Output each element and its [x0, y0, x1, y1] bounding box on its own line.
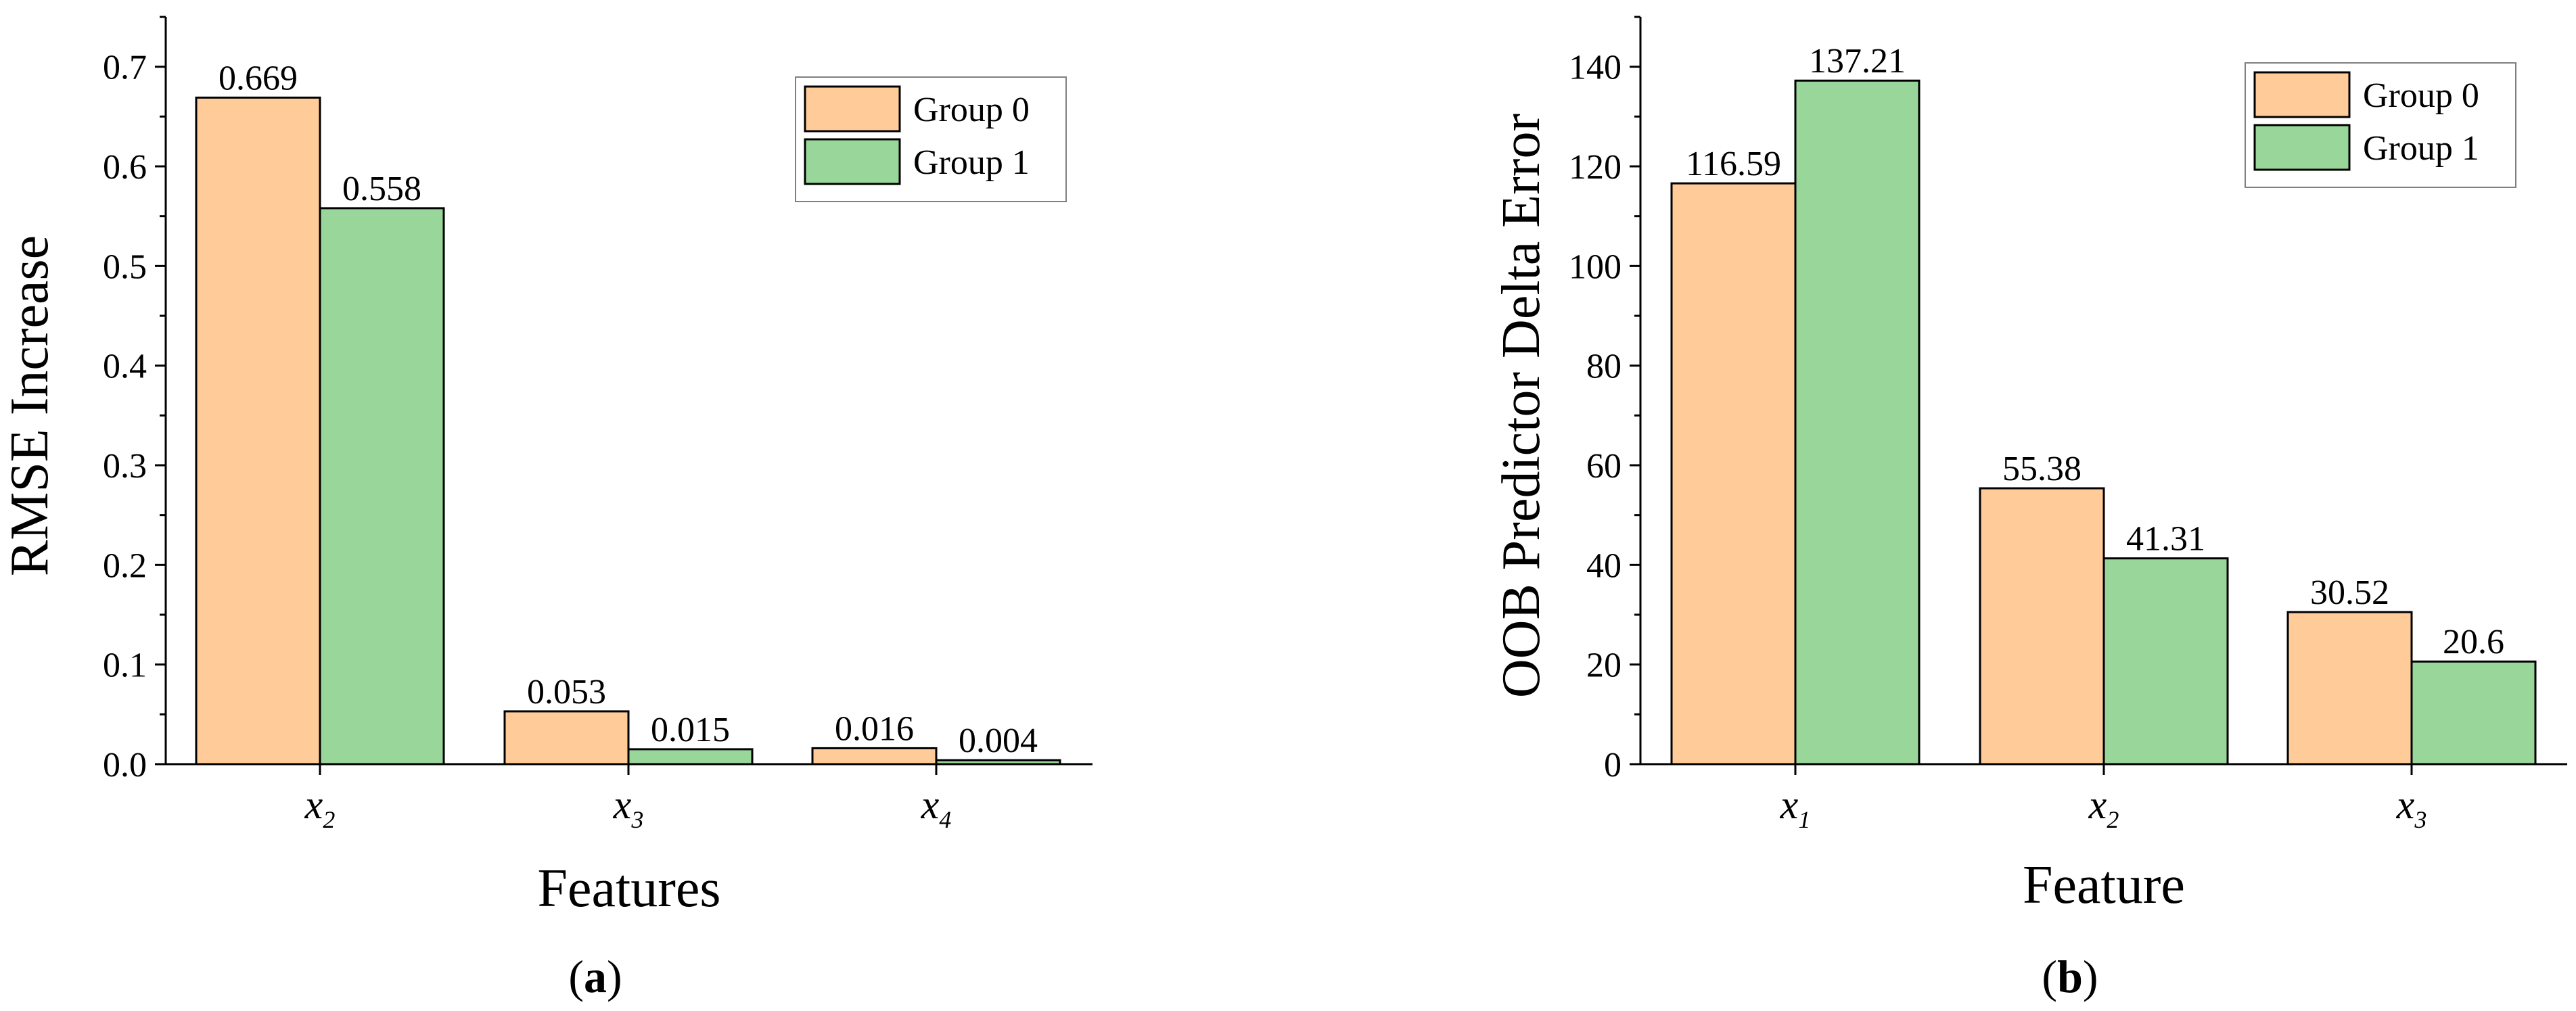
panel-b-y-tick-label: 80: [1586, 348, 1622, 386]
panel-b-y-tick-label: 100: [1569, 248, 1622, 286]
panel-b-bar-x3-group1: [2410, 660, 2537, 766]
panel-a-value-label-x3-group1: 0.015: [651, 711, 730, 749]
panel-b-x-tick-label-x2: x2: [2088, 782, 2119, 833]
panel-a-legend: Group 0 Group 1: [795, 76, 1067, 202]
panel-a-y-tick-label: 0.1: [103, 646, 147, 685]
panel-b-y-tick-label: 140: [1569, 49, 1622, 87]
panel-b-data-labels: 116.59 55.38 30.52 137.21 41.31 20.6: [1686, 42, 2504, 661]
panel-b-legend-swatch-group0: [2253, 71, 2351, 118]
panel-a-caption: (a): [568, 951, 622, 1002]
panel-b-x-categories: x1 x2 x3: [1780, 764, 2427, 833]
panel-a-bar-x3-group1: [627, 748, 754, 766]
panel-a-chart: 0.669 0.053 0.016 0.558 0.015 0.004 0.0 0.1 0.2…: [0, 16, 1092, 1002]
panel-a-value-label-x4-group0: 0.016: [835, 709, 914, 748]
panel-a-x-tick-label-x2: x2: [304, 782, 336, 833]
panel-b-y-tick-label: 60: [1586, 447, 1622, 486]
panel-a-data-labels: 0.669 0.053 0.016 0.558 0.015 0.004: [218, 59, 1038, 760]
panel-a-x-tick-label-x3: x3: [613, 782, 644, 833]
panel-a-y-ticks: 0.0 0.1 0.2 0.3 0.4 0.5 0.6 0.7: [103, 16, 166, 784]
panel-b-y-tick-label: 40: [1586, 546, 1622, 585]
panel-b-chart: 116.59 55.38 30.52 137.21 41.31 20.6 0 20 40 60 8…: [1492, 16, 2567, 1002]
panel-b-legend-label-group0: Group 0: [2363, 76, 2479, 115]
panel-b-y-tick-label: 20: [1586, 646, 1622, 685]
panel-b-value-label-x2-group1: 41.31: [2126, 520, 2205, 559]
panel-a-y-tick-label: 0.3: [103, 447, 147, 486]
panel-a-y-tick-label: 0.4: [103, 348, 147, 386]
panel-a-x-tick-label-x4: x4: [921, 782, 952, 833]
panel-a-legend-swatch-group0: [804, 85, 901, 133]
panel-a-bar-x2-group1: [319, 207, 445, 766]
panel-b-bar-x1-group0: [1670, 182, 1797, 766]
panel-b-bar-x3-group0: [2286, 611, 2413, 766]
panel-a-y-tick-label: 0.7: [103, 49, 147, 87]
panel-a-bar-x3-group0: [503, 710, 630, 766]
panel-b-legend-label-group1: Group 1: [2363, 129, 2479, 168]
panel-a-y-tick-label: 0.2: [103, 546, 147, 585]
panel-a-value-label-x2-group1: 0.558: [342, 170, 421, 208]
panel-a-y-tick-label: 0.0: [103, 746, 147, 784]
panel-b-bar-x2-group1: [2102, 557, 2229, 766]
panel-a-value-label-x3-group0: 0.053: [527, 673, 606, 711]
panel-a-legend-label-group0: Group 0: [913, 91, 1030, 129]
panel-b-legend-swatch-group1: [2253, 124, 2351, 171]
panel-b-value-label-x1-group1: 137.21: [1809, 42, 1906, 80]
panel-b-y-tick-label: 0: [1604, 746, 1622, 784]
panel-b-x-tick-label-x3: x3: [2396, 782, 2427, 833]
panel-b-legend: Group 0 Group 1: [2245, 62, 2516, 188]
panel-b-value-label-x3-group1: 20.6: [2443, 623, 2504, 661]
panel-a-value-label-x2-group0: 0.669: [218, 59, 298, 97]
panel-a-x-axis-title: Features: [537, 859, 720, 918]
panel-b-x-tick-label-x1: x1: [1780, 782, 1811, 833]
panel-a-y-tick-label: 0.5: [103, 248, 147, 286]
panel-a-legend-swatch-group1: [804, 138, 901, 185]
panel-a-x-categories: x2 x3 x4: [304, 764, 952, 833]
panel-b-value-label-x2-group0: 55.38: [2002, 450, 2082, 488]
panel-b-y-ticks: 0 20 40 60 80 100 120 140: [1569, 16, 1640, 784]
panel-b-value-label-x3-group0: 30.52: [2310, 573, 2389, 612]
panel-b-y-axis-title: OOB Predictor Delta Error: [1492, 114, 1551, 698]
panel-a-bars: [195, 96, 1061, 766]
panel-b-value-label-x1-group0: 116.59: [1686, 145, 1781, 183]
panel-a-value-label-x4-group1: 0.004: [959, 722, 1038, 760]
panel-a-bar-x2-group0: [195, 96, 321, 766]
panel-b-bar-x1-group1: [1794, 79, 1920, 766]
panel-b-y-tick-label: 120: [1569, 148, 1622, 187]
panel-a-bar-x4-group0: [811, 747, 938, 766]
panel-a-y-axis-title: RMSE Increase: [0, 235, 60, 576]
panel-b-bars: [1670, 79, 2537, 766]
panel-a-legend-label-group1: Group 1: [913, 143, 1030, 182]
panel-b-bar-x2-group0: [1979, 487, 2105, 766]
panel-b-caption: (b): [2042, 951, 2098, 1002]
panel-b-x-axis-title: Feature: [2023, 855, 2185, 915]
panel-a-y-tick-label: 0.6: [103, 148, 147, 187]
